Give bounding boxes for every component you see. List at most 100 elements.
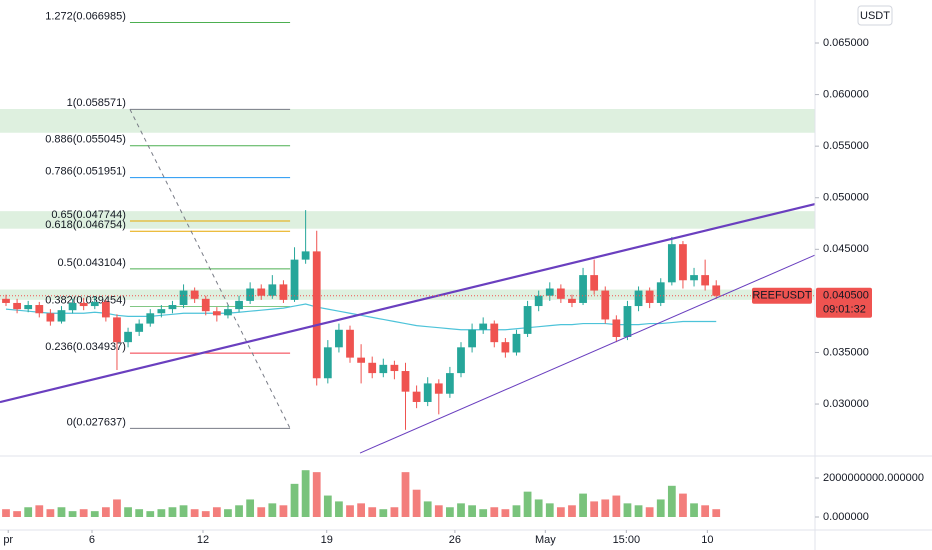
- candle-body: [257, 288, 266, 296]
- x-tick-label: 19: [321, 534, 333, 546]
- volume-bar: [13, 511, 21, 517]
- volume-bar: [601, 499, 610, 517]
- volume-bar: [90, 511, 99, 517]
- volume-bar: [579, 493, 587, 517]
- volume-bar: [590, 501, 599, 517]
- candle-body: [568, 298, 576, 303]
- candle-body: [212, 311, 221, 316]
- y-tick-label: 0.065000: [823, 37, 869, 49]
- candle-body: [390, 364, 399, 372]
- candle-body: [667, 244, 676, 283]
- volume-bar: [423, 501, 432, 517]
- symbol-box: [752, 287, 812, 304]
- volume-bar: [57, 507, 66, 517]
- volume-bar: [279, 505, 288, 517]
- volume-bar: [645, 507, 654, 517]
- fib-label: 0.618(0.046754): [45, 219, 126, 231]
- currency-box[interactable]: [857, 5, 893, 26]
- candle-body: [312, 251, 321, 379]
- x-tick-label: 10: [701, 534, 713, 546]
- candle-body: [545, 288, 554, 296]
- candle-body: [401, 371, 410, 392]
- volume-bar: [124, 507, 132, 517]
- volume-bar: [346, 505, 354, 517]
- candle-body: [556, 288, 565, 299]
- candle-body: [379, 364, 388, 374]
- fib-label: 0.65(0.047744): [51, 209, 126, 221]
- candle-body: [357, 357, 365, 363]
- candle-body: [423, 383, 432, 402]
- candle-body: [57, 310, 66, 322]
- volume-bar: [534, 499, 543, 517]
- volume-bar: [468, 505, 476, 517]
- candle-body: [268, 284, 277, 296]
- x-tick-label: 15:00: [613, 534, 641, 546]
- fib-label: 1(0.058571): [67, 97, 126, 109]
- fib-diagonal: [129, 109, 291, 429]
- candle-body: [79, 302, 88, 307]
- candle-body: [712, 285, 721, 296]
- volume-tick-label: 2000000000.000000: [823, 472, 924, 484]
- countdown: 09:01:32: [823, 304, 866, 316]
- volume-bar: [712, 509, 721, 517]
- y-tick-label: 0.060000: [823, 88, 869, 100]
- fib-label: 0.786(0.051951): [45, 166, 126, 178]
- candle-body: [246, 288, 255, 301]
- y-tick-label: 0.030000: [823, 398, 869, 410]
- candle-body: [13, 302, 21, 310]
- candle-body: [24, 305, 33, 310]
- fib-label: 0(0.027637): [67, 416, 126, 428]
- volume-bar: [357, 503, 365, 517]
- trendline: [0, 202, 816, 404]
- volume-bar: [412, 489, 421, 517]
- candle-body: [512, 333, 521, 353]
- volume-bar: [290, 483, 299, 517]
- candle-body: [446, 373, 454, 394]
- volume-bar: [368, 507, 377, 517]
- candle-body: [634, 290, 643, 307]
- candle-body: [124, 331, 132, 343]
- candle-body: [290, 259, 299, 300]
- candle-body: [457, 347, 465, 374]
- volume-bar: [523, 491, 532, 517]
- volume-bar: [446, 507, 454, 517]
- candle-body: [68, 302, 77, 311]
- candle-body: [601, 290, 610, 320]
- y-tick-label: 0.055000: [823, 140, 869, 152]
- candle-body: [335, 329, 343, 348]
- candle-body: [146, 313, 155, 324]
- last-price-label: 0.040500: [823, 290, 869, 302]
- volume-bar: [301, 470, 310, 517]
- volume-bar: [2, 509, 10, 517]
- volume-bar: [35, 505, 44, 517]
- candle-body: [434, 383, 443, 394]
- candle-body: [645, 290, 654, 303]
- volume-bar: [323, 495, 332, 517]
- volume-tick-label: 0.000000: [823, 511, 869, 523]
- volume-bar: [24, 507, 33, 517]
- volume-bar: [235, 505, 243, 517]
- candle-body: [190, 290, 199, 299]
- candle-body: [534, 295, 543, 307]
- volume-bar: [501, 509, 510, 517]
- volume-bar: [679, 493, 687, 517]
- candle-body: [90, 301, 99, 307]
- volume-bar: [379, 509, 388, 517]
- candle-body: [368, 362, 377, 374]
- candle-body: [346, 329, 354, 358]
- volume-bar: [101, 507, 110, 517]
- currency[interactable]: USDT: [860, 10, 890, 22]
- volume-bar: [335, 501, 343, 517]
- volume-bar: [401, 472, 410, 517]
- candle-body: [656, 282, 665, 303]
- volume-bar: [157, 509, 166, 517]
- y-tick-label: 0.035000: [823, 346, 869, 358]
- volume-bar: [623, 503, 632, 517]
- candle-body: [179, 290, 188, 306]
- volume-bar: [113, 499, 121, 517]
- trendline: [359, 254, 816, 454]
- volume-bar: [490, 507, 499, 517]
- candle-body: [35, 305, 44, 314]
- volume-bar: [545, 503, 554, 517]
